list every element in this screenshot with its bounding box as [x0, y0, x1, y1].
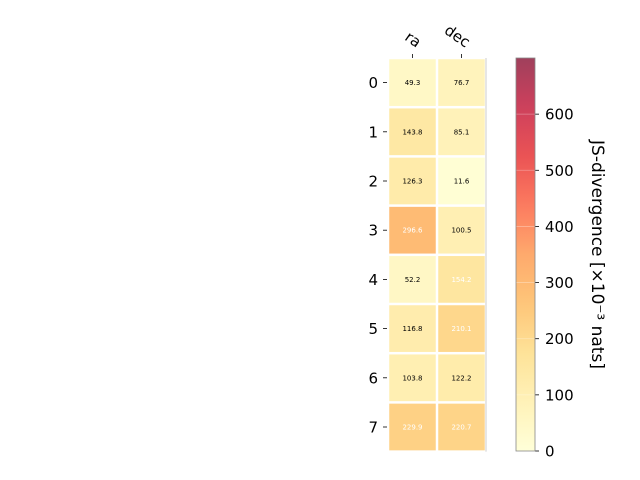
row-tick-label: 4 [368, 271, 378, 289]
colorbar-tick-label: 600 [545, 106, 574, 124]
colorbar-tick-label: 100 [545, 386, 574, 404]
heatmap-cell [389, 305, 436, 352]
heatmap-cell-labels: 49.3 76.7 143.8 85.1 126.3 11.6 296.6 100.5 52.2… [402, 79, 471, 431]
row-tick-label: 0 [368, 74, 378, 92]
heatmap-cell [389, 59, 436, 106]
heatmap-cell [438, 108, 485, 156]
heatmap-cell-label: 122.2 [451, 374, 471, 382]
heatmap-cell-label: 220.7 [451, 424, 471, 432]
column-tick-label: ra [402, 28, 425, 52]
heatmap-cell-label: 296.6 [402, 227, 423, 235]
column-axis: ra dec [402, 21, 474, 58]
column-tick-label: dec [441, 21, 473, 51]
heatmap-cell [438, 206, 485, 254]
row-tick-label: 6 [368, 369, 378, 387]
colorbar-outline [515, 57, 536, 452]
row-axis: 0 1 2 3 4 5 6 7 [368, 74, 387, 437]
heatmap-cell-label: 100.5 [451, 227, 471, 235]
heatmap-cell-label: 11.6 [454, 178, 470, 186]
heatmap-cell [438, 354, 485, 402]
heatmap-cell-label: 143.8 [402, 128, 422, 136]
heatmap-cell-label: 103.8 [402, 374, 422, 382]
colorbar-tick-label: 300 [545, 274, 574, 292]
heatmap-cell [389, 206, 436, 254]
heatmap-cell-label: 76.7 [454, 79, 470, 87]
colorbar: 0 100 200 300 400 500 600 JS-divergence [×10⁻³ … [515, 57, 607, 461]
heatmap-cell [389, 157, 436, 205]
heatmap-cell [438, 157, 485, 205]
colorbar-label: JS-divergence [×10⁻³ nats] [587, 139, 607, 369]
heatmap-cells [389, 58, 487, 452]
heatmap-cell [438, 305, 485, 352]
heatmap-cell [389, 256, 436, 303]
heatmap-cell-label: 210.1 [451, 325, 471, 333]
colorbar-fill [516, 58, 535, 451]
heatmap-cell-label: 126.3 [402, 178, 422, 186]
heatmap-cell [389, 403, 436, 451]
heatmap-cell-label: 52.2 [405, 276, 421, 284]
heatmap-cell-label: 116.8 [402, 325, 422, 333]
row-tick-label: 3 [368, 222, 378, 240]
heatmap-cell [438, 403, 485, 451]
colorbar-tick-label: 200 [545, 330, 574, 348]
heatmap-cell [438, 59, 485, 106]
heatmap-cell-label: 49.3 [405, 79, 421, 87]
row-tick-label: 5 [368, 320, 378, 338]
colorbar-tick-label: 500 [545, 162, 574, 180]
heatmap-cell [438, 256, 485, 303]
row-tick-label: 2 [368, 173, 378, 191]
heatmap-cell [389, 108, 436, 156]
row-tick-label: 1 [368, 123, 378, 141]
colorbar-tick-label: 0 [545, 443, 555, 461]
colorbar-tick-label: 400 [545, 218, 574, 236]
heatmap-cell-label: 85.1 [454, 128, 470, 136]
heatmap-cell-label: 229.9 [402, 424, 422, 432]
heatmap-cell-label: 154.2 [451, 276, 471, 284]
row-tick-label: 7 [368, 419, 378, 437]
heatmap-cell [389, 354, 436, 402]
